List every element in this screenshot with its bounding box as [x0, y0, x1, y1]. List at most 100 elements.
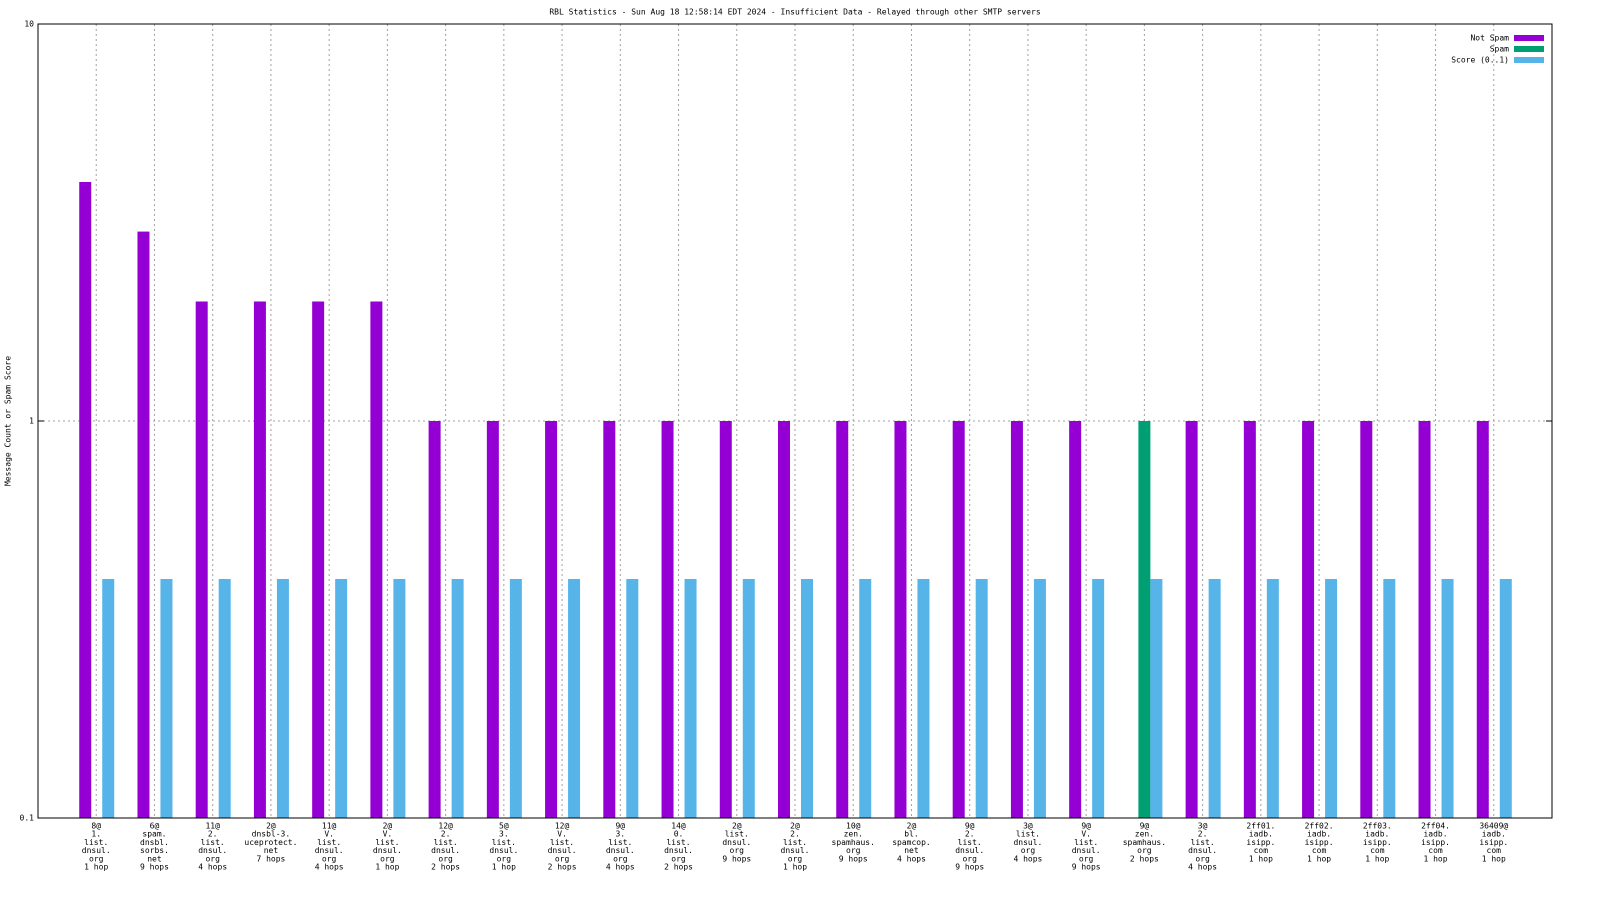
x-tick-label: 2 hops	[548, 863, 577, 872]
bar	[801, 578, 813, 818]
x-tick-label: org	[671, 854, 686, 863]
x-tick-label: dnsul.	[1013, 838, 1042, 847]
x-tick-label: org	[730, 846, 745, 855]
x-tick-label: 0.	[674, 830, 684, 839]
x-tick-label: org	[380, 854, 395, 863]
bar	[719, 421, 732, 818]
y-tick-label: 1	[29, 417, 34, 426]
x-tick-label: list.	[434, 838, 458, 847]
x-tick-label: uceprotect.	[244, 838, 297, 847]
x-tick-label: 9@	[1140, 822, 1150, 831]
bar	[1010, 421, 1023, 818]
x-tick-label: zen.	[1135, 830, 1154, 839]
x-tick-label: 9 hops	[1072, 863, 1101, 872]
x-tick-label: V.	[324, 830, 334, 839]
x-tick-label: 4 hops	[198, 863, 227, 872]
x-tick-label: org	[962, 854, 977, 863]
bar	[742, 578, 755, 818]
x-tick-label: dnsbl.	[140, 838, 169, 847]
x-tick-label: 11@	[322, 822, 337, 831]
x-tick-label: 2ff04.	[1421, 822, 1450, 831]
x-tick-label: net	[147, 854, 162, 863]
x-tick-label: isipp.	[1479, 838, 1508, 847]
bar	[253, 301, 266, 818]
bar	[1266, 578, 1279, 818]
x-tick-label: 2@	[907, 822, 917, 831]
x-tick-label: 4 hops	[1188, 863, 1217, 872]
legend-label: Spam	[1490, 45, 1509, 54]
bar	[509, 578, 522, 818]
x-tick-label: 2 hops	[431, 863, 460, 872]
x-tick-label: 3@	[1198, 822, 1208, 831]
x-tick-label: 1 hop	[1423, 854, 1447, 863]
bar	[894, 421, 907, 818]
x-tick-label: list.	[375, 838, 399, 847]
x-tick-label: dnsul.	[431, 846, 460, 855]
x-tick-label: 12@	[438, 822, 453, 831]
x-tick-label: dnsul.	[606, 846, 635, 855]
x-tick-label: dnsul.	[82, 846, 111, 855]
x-tick-label: V.	[1081, 830, 1091, 839]
legend-label: Not Spam	[1470, 34, 1509, 43]
bar	[79, 181, 92, 818]
bar	[836, 421, 849, 818]
x-tick-label: iadb.	[1482, 830, 1506, 839]
x-tick-label: 7 hops	[256, 854, 285, 863]
x-tick-label: 2.	[965, 830, 975, 839]
x-tick-label: com	[1254, 846, 1269, 855]
bar	[603, 421, 616, 818]
x-tick-label: 9 hops	[140, 863, 169, 872]
x-tick-label: list.	[783, 838, 807, 847]
bar	[276, 578, 289, 818]
legend-swatch	[1514, 46, 1544, 52]
x-tick-label: 2.	[208, 830, 218, 839]
bar	[917, 578, 930, 818]
x-tick-label: spamhaus.	[832, 838, 875, 847]
x-tick-label: 2.	[441, 830, 451, 839]
x-tick-label: list.	[317, 838, 341, 847]
x-tick-label: iadb.	[1307, 830, 1331, 839]
x-tick-label: org	[322, 854, 337, 863]
x-tick-label: 2@	[790, 822, 800, 831]
x-tick-label: 1 hop	[1249, 854, 1273, 863]
x-tick-label: 1 hop	[1365, 854, 1389, 863]
bar	[1325, 578, 1338, 818]
x-tick-label: org	[89, 854, 104, 863]
x-tick-label: list.	[84, 838, 108, 847]
y-axis-label: Message Count or Spam Score	[4, 356, 13, 486]
x-tick-label: org	[555, 854, 570, 863]
y-tick-label: 10	[24, 20, 34, 29]
x-tick-label: 2@	[383, 822, 393, 831]
x-tick-label: 1.	[91, 830, 101, 839]
x-tick-label: com	[1370, 846, 1385, 855]
bar	[952, 421, 965, 818]
bar	[218, 578, 231, 818]
x-tick-label: 4 hops	[606, 863, 635, 872]
legend-label: Score (0..1)	[1451, 56, 1509, 65]
x-tick-label: 4 hops	[1013, 854, 1042, 863]
x-tick-label: 4 hops	[897, 854, 926, 863]
x-tick-label: 2.	[790, 830, 800, 839]
bar	[393, 578, 406, 818]
bar	[1185, 421, 1198, 818]
x-tick-label: org	[613, 854, 628, 863]
x-tick-label: com	[1487, 846, 1502, 855]
bar	[451, 578, 464, 818]
x-tick-label: 1 hop	[375, 863, 399, 872]
chart-title: RBL Statistics - Sun Aug 18 12:58:14 EDT…	[549, 8, 1040, 17]
x-tick-label: isipp.	[1246, 838, 1275, 847]
x-tick-label: 8@	[91, 822, 101, 831]
legend-swatch	[1514, 35, 1544, 41]
bar	[1138, 421, 1151, 818]
x-tick-label: 3@	[1023, 822, 1033, 831]
x-tick-label: spamcop.	[892, 838, 931, 847]
bar	[1383, 578, 1396, 818]
bar	[1033, 578, 1046, 818]
x-tick-label: list.	[1191, 838, 1215, 847]
x-tick-label: 2ff03.	[1363, 822, 1392, 831]
x-tick-label: dnsul.	[1072, 846, 1101, 855]
bar	[195, 301, 208, 818]
x-tick-label: list.	[608, 838, 632, 847]
x-tick-label: iadb.	[1365, 830, 1389, 839]
